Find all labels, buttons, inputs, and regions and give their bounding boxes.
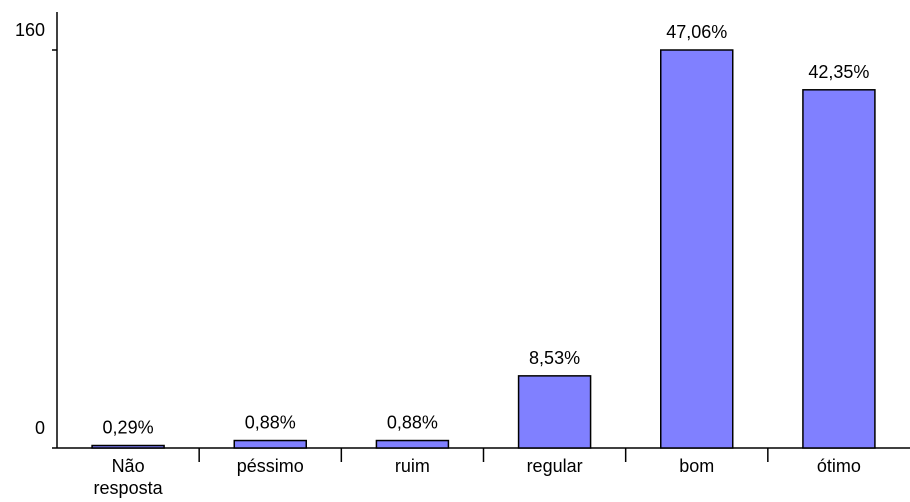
- category-label: ruim: [395, 456, 430, 476]
- data-label: 0,29%: [103, 418, 154, 438]
- data-label: 8,53%: [529, 348, 580, 368]
- bar: [660, 49, 734, 449]
- bar: [91, 444, 165, 449]
- category-label: bom: [679, 456, 714, 476]
- y-tick-label: 0: [35, 418, 45, 438]
- chart-axes: [52, 12, 910, 462]
- category-label: péssimo: [237, 456, 304, 476]
- category-label: regular: [527, 456, 583, 476]
- bar: [517, 375, 592, 449]
- chart-labels: 0 160 0,29% Não resposta 0,88% péssimo 0,88% rui…: [15, 20, 869, 498]
- data-label: 0,88%: [245, 413, 296, 433]
- data-label: 42,35%: [808, 62, 869, 82]
- data-label: 0,88%: [387, 413, 438, 433]
- y-tick-label: 160: [15, 20, 45, 40]
- category-label: Não resposta: [94, 456, 164, 498]
- data-label: 47,06%: [666, 22, 727, 42]
- bar: [375, 439, 450, 449]
- bar: [802, 89, 876, 449]
- bar: [233, 439, 307, 449]
- chart-bars: [91, 49, 876, 449]
- category-label: ótimo: [817, 456, 861, 476]
